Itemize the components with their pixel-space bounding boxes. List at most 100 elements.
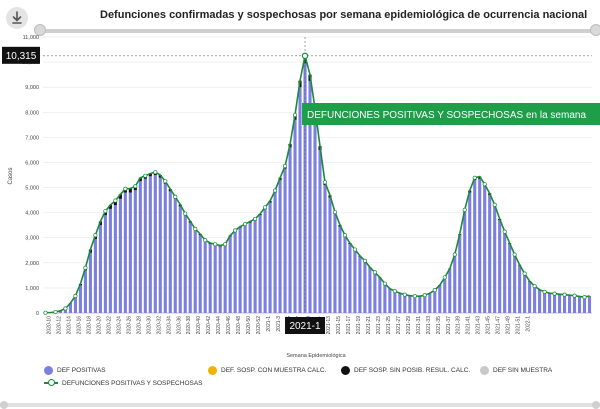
bottom-scroll-bar[interactable]: [0, 401, 600, 409]
bar-positivas: [533, 286, 537, 313]
bar-positivas: [478, 178, 482, 313]
total-line-point: [153, 170, 158, 175]
legend-positivas[interactable]: DEF POSITIVAS: [44, 366, 106, 375]
bar-sosp-sin-posib: [128, 188, 132, 193]
bar-sosp-sin-posib: [113, 200, 117, 206]
total-line-point: [53, 309, 58, 315]
y-tick-label: 11,000: [23, 35, 39, 41]
bar-positivas: [263, 208, 267, 313]
x-readout-box: [285, 317, 326, 334]
x-tick-label: 2021-51: [516, 316, 522, 335]
x-tick-label: 2022-1: [526, 316, 532, 332]
bar-positivas: [448, 269, 452, 313]
bar-positivas: [98, 225, 102, 313]
bar-positivas: [523, 274, 527, 313]
bar-positivas: [348, 244, 352, 313]
bar-positivas: [383, 284, 387, 313]
bar-positivas: [368, 267, 372, 313]
total-line-point: [532, 284, 537, 289]
bar-positivas: [298, 87, 302, 313]
total-line-path: [45, 55, 590, 314]
bar-positivas: [468, 192, 472, 313]
bar-positivas: [363, 261, 367, 313]
bar-positivas: [223, 245, 227, 313]
total-line-point: [562, 292, 567, 297]
y-tick-label: 5,000: [25, 186, 39, 192]
total-line-point: [402, 292, 407, 297]
x-tick-label: 2021-13: [326, 316, 332, 335]
range-slider-right-handle[interactable]: [590, 24, 600, 36]
x-tick-label: 2021-31: [416, 316, 422, 335]
range-slider[interactable]: [34, 24, 600, 36]
bar-positivas: [273, 192, 277, 313]
bar-positivas: [543, 292, 547, 313]
bar-positivas: [308, 80, 312, 313]
x-tick-label: 2020-12: [57, 316, 63, 335]
total-line-point: [73, 293, 78, 298]
total-line-point: [582, 295, 587, 300]
total-line-point: [542, 289, 547, 294]
total-line-point: [253, 216, 258, 221]
total-line-point: [512, 252, 517, 257]
bar-sosp-sin-posib: [148, 173, 152, 177]
bar-positivas: [188, 222, 192, 313]
bar-positivas: [428, 293, 432, 313]
bar-positivas: [388, 289, 392, 313]
x-tick-label: 2021-21: [366, 316, 372, 335]
legend-sosp-sin-posib-swatch: [341, 366, 350, 375]
legend-positivas-swatch: [44, 366, 53, 375]
total-line-point: [432, 288, 437, 293]
total-line: [43, 53, 590, 315]
bar-positivas: [168, 191, 172, 313]
x-tick-label: 2021-25: [386, 316, 392, 335]
y-tick-label: 7,000: [25, 135, 39, 141]
total-line-point: [332, 210, 338, 215]
bar-positivas: [493, 206, 497, 313]
x-axis-label: Semana Epidemiológica: [286, 353, 346, 359]
x-tick-label: 2020-34: [166, 316, 172, 335]
legend-total-swatch: [44, 379, 58, 387]
total-line-point: [263, 205, 268, 210]
total-line-point: [183, 211, 188, 216]
x-tick-label: 2020-50: [246, 316, 252, 335]
legend-sin-muestra[interactable]: DEF SIN MUESTRA: [480, 366, 552, 375]
series-banner-box: [302, 103, 600, 125]
bar-positivas: [138, 181, 142, 313]
bar-positivas: [343, 236, 347, 313]
bar-positivas: [198, 235, 202, 313]
legend-total-label: DEFUNCIONES POSITIVAS Y SOSPECHOSAS: [62, 380, 203, 387]
bar-positivas: [443, 277, 447, 313]
bar-positivas: [68, 302, 72, 313]
legend-sosp-sin-posib[interactable]: DEF SOSP. SIN POSIB. RESUL. CALC.: [341, 366, 470, 375]
bar-positivas: [338, 226, 342, 313]
total-line-point: [283, 163, 288, 169]
range-slider-left-handle[interactable]: [34, 24, 46, 36]
bar-positivas: [313, 113, 317, 313]
download-button[interactable]: [6, 7, 28, 29]
bar-positivas: [143, 178, 147, 313]
bar-positivas: [73, 296, 77, 313]
x-tick-label: 2021-49: [506, 316, 512, 335]
bar-positivas: [173, 198, 177, 313]
legend-sosp-sin-posib-label: DEF SOSP. SIN POSIB. RESUL. CALC.: [354, 367, 471, 375]
bar-positivas: [403, 294, 407, 313]
bar-positivas: [278, 180, 282, 313]
bar-positivas: [283, 168, 287, 313]
x-tick-label: 2021-17: [346, 316, 352, 335]
x-tick-label: 2020-44: [216, 316, 222, 335]
bar-positivas: [463, 211, 467, 313]
total-line-point: [292, 112, 298, 118]
bar-positivas: [423, 295, 427, 313]
bar-positivas: [258, 215, 262, 313]
y-tick-label: 8,000: [25, 110, 39, 116]
legend-total[interactable]: DEFUNCIONES POSITIVAS Y SOSPECHOSAS: [44, 379, 203, 387]
bar-positivas: [513, 255, 517, 313]
bars: [43, 55, 592, 314]
legend-sosp-muestra[interactable]: DEF. SOSP. CON MUESTRA CALC.: [208, 366, 326, 375]
bar-positivas: [78, 285, 82, 313]
bar-sosp-sin-posib: [138, 177, 142, 182]
total-line-point: [83, 265, 88, 270]
bar-positivas: [413, 296, 417, 313]
bar-positivas: [303, 63, 307, 313]
